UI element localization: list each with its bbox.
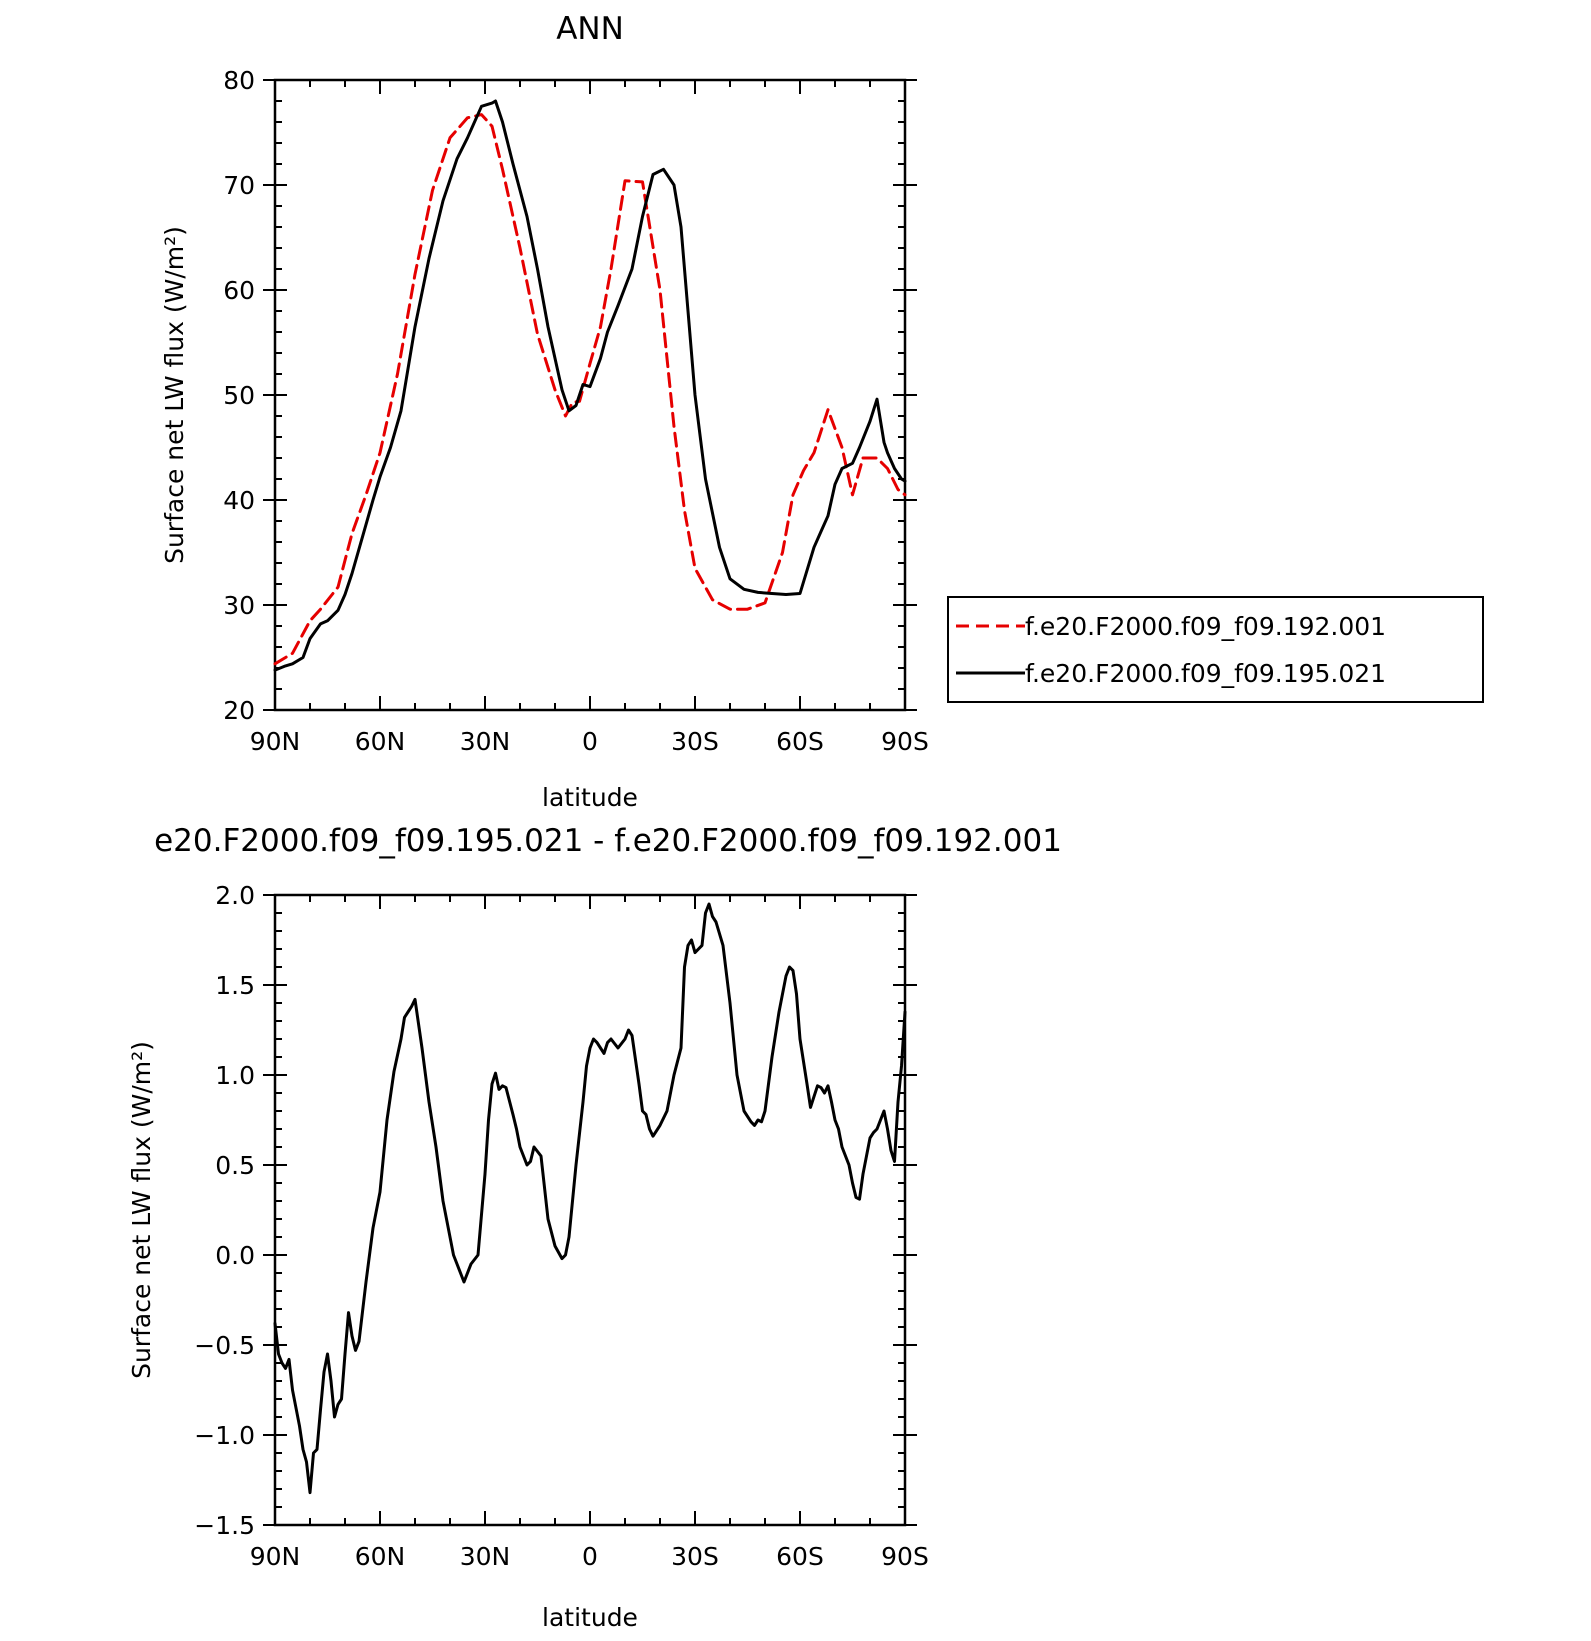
bottom-chart-title: e20.F2000.f09_f09.195.021 - f.e20.F2000.… bbox=[154, 823, 1062, 859]
top-series-line-f-e20-f2000-f09-f09-192-001 bbox=[273, 113, 907, 666]
bottom-x-tick-label: 0 bbox=[582, 1542, 598, 1571]
legend-entry-195-021: f.e20.F2000.f09_f09.195.021 bbox=[1025, 659, 1386, 688]
top-y-tick-label: 70 bbox=[223, 171, 255, 200]
top-y-tick-label: 80 bbox=[223, 66, 255, 95]
top-y-axis-label: Surface net LW flux (W/m²) bbox=[160, 226, 189, 564]
legend-box bbox=[947, 596, 1484, 703]
top-x-tick-label: 30N bbox=[460, 727, 511, 756]
bottom-y-tick-label: 0.0 bbox=[215, 1241, 255, 1270]
bottom-y-tick-label: 1.5 bbox=[215, 971, 255, 1000]
top-y-tick-label: 40 bbox=[223, 486, 255, 515]
bottom-x-axis-label: latitude bbox=[542, 1603, 638, 1632]
bottom-x-tick-label: 90N bbox=[250, 1542, 301, 1571]
bottom-plot-frame bbox=[273, 893, 907, 1527]
bottom-y-tick-label: −1.5 bbox=[194, 1511, 255, 1540]
bottom-y-tick-label: −0.5 bbox=[194, 1331, 255, 1360]
top-y-tick-labels: 20 30 40 50 60 70 80 bbox=[223, 66, 255, 725]
bottom-y-tick-label: 0.5 bbox=[215, 1151, 255, 1180]
bottom-x-tick-label: 90S bbox=[881, 1542, 929, 1571]
bottom-x-tick-label: 30S bbox=[671, 1542, 719, 1571]
bottom-x-tick-labels: 90N 60N 30N 0 30S 60S 90S bbox=[250, 1542, 929, 1571]
bottom-x-tick-label: 30N bbox=[460, 1542, 511, 1571]
bottom-series-line-difference bbox=[273, 902, 907, 1495]
top-y-tick-label: 20 bbox=[223, 696, 255, 725]
top-x-tick-label: 90S bbox=[881, 727, 929, 756]
top-x-tick-label: 60S bbox=[776, 727, 824, 756]
bottom-ticks bbox=[263, 894, 917, 1526]
top-plot-frame bbox=[273, 78, 907, 712]
top-x-tick-label: 90N bbox=[250, 727, 301, 756]
bottom-y-tick-labels: −1.5 −1.0 −0.5 0.0 0.5 1.0 1.5 2.0 bbox=[194, 881, 255, 1540]
top-series-group bbox=[273, 99, 907, 672]
bottom-y-tick-label: 2.0 bbox=[215, 881, 255, 910]
bottom-y-axis-label: Surface net LW flux (W/m²) bbox=[127, 1041, 156, 1379]
bottom-y-tick-label: 1.0 bbox=[215, 1061, 255, 1090]
top-x-tick-label: 30S bbox=[671, 727, 719, 756]
top-x-tick-label: 0 bbox=[582, 727, 598, 756]
bottom-x-tick-label: 60N bbox=[355, 1542, 406, 1571]
top-x-tick-labels: 90N 60N 30N 0 30S 60S 90S bbox=[250, 727, 929, 756]
top-y-tick-label: 60 bbox=[223, 276, 255, 305]
bottom-series-group bbox=[273, 902, 907, 1495]
top-panel: ANN 90N 60N 30N 0 30S 60S 90S 20 30 40 50 60 70 80 l… bbox=[160, 11, 1484, 812]
top-x-axis-label: latitude bbox=[542, 783, 638, 812]
bottom-panel: e20.F2000.f09_f09.195.021 - f.e20.F2000.… bbox=[127, 823, 1062, 1632]
bottom-x-tick-label: 60S bbox=[776, 1542, 824, 1571]
top-series-line-f-e20-f2000-f09-f09-195-021 bbox=[273, 99, 907, 672]
bottom-y-tick-label: −1.0 bbox=[194, 1421, 255, 1450]
top-x-tick-label: 60N bbox=[355, 727, 406, 756]
legend-entry-192-001: f.e20.F2000.f09_f09.192.001 bbox=[1025, 612, 1386, 641]
legend: f.e20.F2000.f09_f09.192.001 f.e20.F2000.… bbox=[947, 596, 1484, 703]
top-y-tick-label: 50 bbox=[223, 381, 255, 410]
top-ticks bbox=[263, 79, 917, 711]
top-chart-title: ANN bbox=[556, 11, 624, 47]
top-y-tick-label: 30 bbox=[223, 591, 255, 620]
